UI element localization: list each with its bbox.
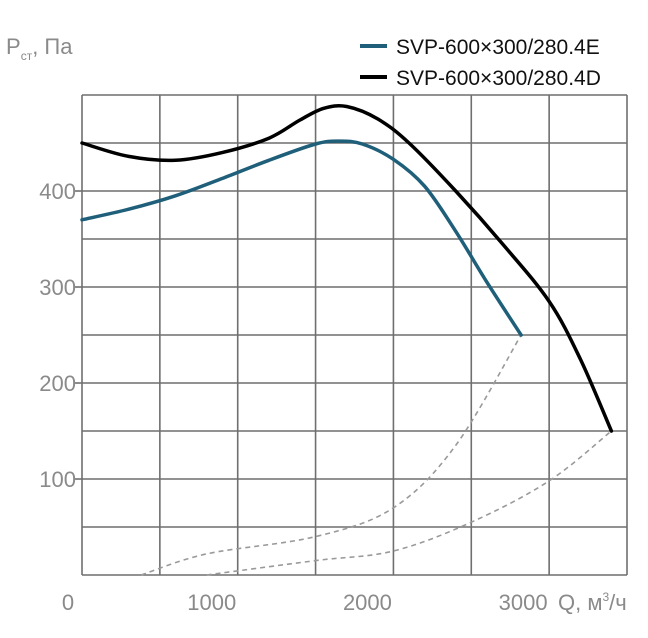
x-tick-label: 1000 xyxy=(187,590,236,615)
y-tick-label: 300 xyxy=(39,275,76,300)
system-curve xyxy=(140,334,522,576)
series-line-1 xyxy=(80,139,523,337)
x-tick-label: 3000 xyxy=(499,590,548,615)
system-curves xyxy=(140,334,612,576)
legend: SVP-600×300/280.4E SVP-600×300/280.4D xyxy=(360,36,601,90)
y-tick-label: 100 xyxy=(39,467,76,492)
x-tick-labels: 0 1000 2000 3000 xyxy=(62,590,548,615)
series-line-2 xyxy=(80,104,614,433)
system-curve xyxy=(206,430,612,576)
x-axis-label: Q, м3/ч xyxy=(558,590,627,615)
grid xyxy=(74,94,628,576)
y-tick-labels: 100 200 300 400 xyxy=(39,179,76,492)
y-axis-label: Pст, Па xyxy=(6,34,73,63)
y-tick-label: 200 xyxy=(39,371,76,396)
x-tick-label: 0 xyxy=(62,590,74,615)
series-lines xyxy=(80,104,614,433)
legend-label: SVP-600×300/280.4E xyxy=(396,36,600,59)
y-tick-label: 400 xyxy=(39,179,76,204)
x-tick-label: 2000 xyxy=(343,590,392,615)
legend-label: SVP-600×300/280.4D xyxy=(396,67,601,90)
